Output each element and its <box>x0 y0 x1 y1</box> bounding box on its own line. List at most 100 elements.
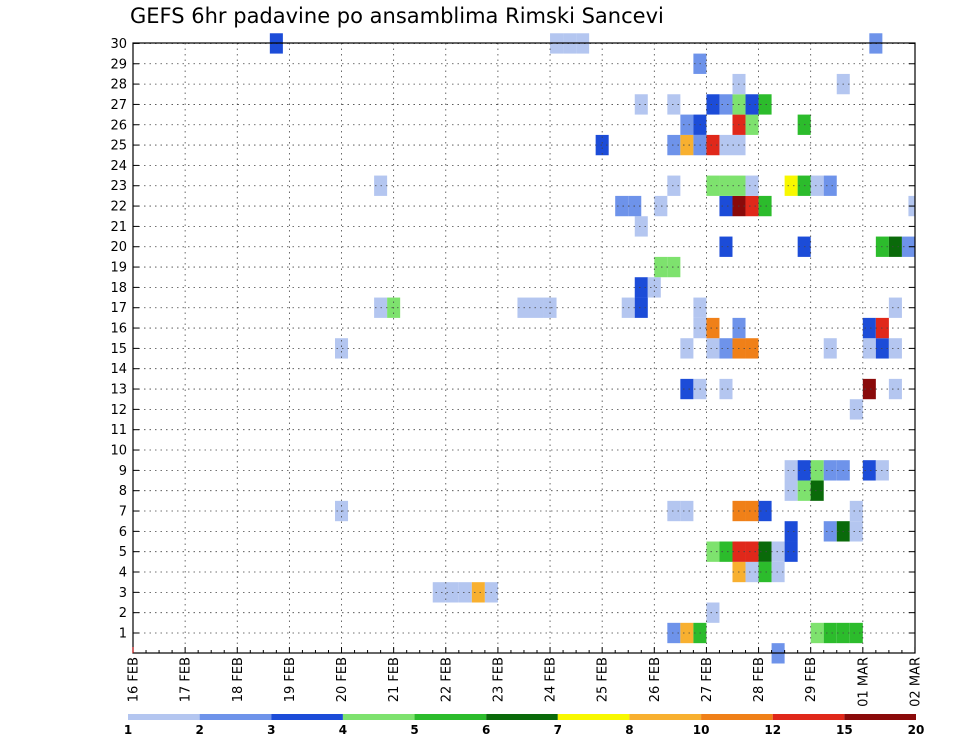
heatmap-cell <box>823 338 837 359</box>
y-tick-label: 12 <box>110 403 127 418</box>
x-tick-label: 21 FEB <box>387 657 402 702</box>
y-tick-label: 21 <box>110 220 127 235</box>
colorbar-segment <box>342 714 415 720</box>
heatmap-cell <box>706 94 720 115</box>
heatmap-cell <box>745 500 759 522</box>
heatmap-cell <box>706 317 720 339</box>
heatmap-cell <box>667 500 681 522</box>
heatmap-cell <box>634 297 648 318</box>
heatmap-cell <box>745 561 759 583</box>
heatmap-cell <box>771 541 785 562</box>
heatmap-cell <box>680 114 694 135</box>
heatmap-cell <box>667 94 681 115</box>
colorbar-segment <box>128 714 200 720</box>
heatmap-cell <box>719 236 733 257</box>
colorbar-segment <box>486 714 558 720</box>
y-tick-label: 24 <box>110 159 127 174</box>
heatmap-cell <box>432 582 446 603</box>
heatmap-cell <box>823 521 837 542</box>
heatmap-cell <box>758 561 772 583</box>
heatmap-cell <box>784 175 798 196</box>
y-tick-label: 27 <box>110 98 127 113</box>
heatmap-cell <box>862 338 876 359</box>
x-tick-label: 19 FEB <box>283 657 298 702</box>
colorbar-label: 1 <box>124 723 132 737</box>
y-tick-label: 8 <box>119 484 127 499</box>
heatmap-cell <box>784 480 798 501</box>
x-tick-label: 01 MAR <box>856 657 871 707</box>
heatmap-cell <box>745 195 759 217</box>
y-tick-label: 13 <box>110 383 127 398</box>
heatmap-cell <box>784 521 798 542</box>
x-tick-label: 28 FEB <box>752 657 767 702</box>
y-tick-label: 5 <box>119 545 127 560</box>
y-tick-label: 20 <box>110 240 127 255</box>
heatmap-cell <box>745 114 759 135</box>
x-tick-label: 17 FEB <box>179 657 194 702</box>
heatmap-cell <box>823 622 837 644</box>
y-tick-label: 1 <box>119 627 127 642</box>
heatmap-cell <box>706 338 720 359</box>
heatmap-cell <box>823 460 837 481</box>
heatmap-cell <box>849 399 863 420</box>
heatmap-cell <box>810 460 824 481</box>
heatmap-cell <box>901 236 915 257</box>
heatmap-cell <box>530 297 544 318</box>
y-tick-label: 14 <box>110 362 127 377</box>
heatmap-cell <box>706 134 720 156</box>
heatmap-cell <box>758 195 772 217</box>
heatmap-cell <box>634 216 648 237</box>
heatmap-cell <box>654 256 668 278</box>
x-tick-label: 18 FEB <box>231 657 246 702</box>
y-tick-label: 18 <box>110 281 127 296</box>
x-tick-label: 25 FEB <box>596 657 611 702</box>
x-tick-label: 20 FEB <box>335 657 350 702</box>
colorbar-label: 12 <box>764 723 781 737</box>
colorbar-label: 20 <box>908 723 925 737</box>
heatmap-cell <box>647 277 661 298</box>
heatmap-cell <box>745 541 759 562</box>
y-tick-label: 2 <box>119 606 127 621</box>
x-tick-label: 22 FEB <box>439 657 454 702</box>
heatmap-cell <box>888 378 902 400</box>
colorbar-segment <box>199 714 272 720</box>
x-tick-label: 24 FEB <box>544 657 559 702</box>
y-tick-label: 30 <box>110 37 127 52</box>
y-tick-label: 3 <box>119 586 127 601</box>
heatmap-cell <box>719 94 733 115</box>
grid-layer <box>133 43 915 653</box>
y-tick-label: 29 <box>110 57 127 72</box>
heatmap-cell <box>862 317 876 339</box>
heatmap-cell <box>680 622 694 644</box>
y-tick-label: 10 <box>110 444 127 459</box>
heatmap-cell <box>810 480 824 501</box>
colorbar-label: 3 <box>267 723 275 737</box>
heatmap-cell <box>849 500 863 522</box>
heatmap-cell <box>758 541 772 562</box>
heatmap-cell <box>335 338 349 359</box>
heatmap-cell <box>745 94 759 115</box>
heatmap-cell <box>706 541 720 562</box>
heatmap-cell <box>615 195 629 217</box>
x-tick-label: 02 MAR <box>908 657 923 707</box>
heatmap-cell <box>849 622 863 644</box>
heatmap-cell <box>784 460 798 481</box>
colorbar: 1 2 3 4 5 6 7 8 10 12 15 20 <box>124 714 925 737</box>
colorbar-label: 15 <box>836 723 853 737</box>
heatmap-cell <box>745 338 759 359</box>
colorbar-label: 8 <box>625 723 633 737</box>
y-tick-label: 17 <box>110 301 127 316</box>
heatmap-cell <box>719 541 733 562</box>
heatmap-cell <box>680 378 694 400</box>
heatmap-cell <box>667 175 681 196</box>
colorbar-label: 4 <box>339 723 347 737</box>
y-tick-label: 23 <box>110 179 127 194</box>
y-tick-label: 22 <box>110 200 127 215</box>
x-tick-label: 27 FEB <box>700 657 715 702</box>
y-tick-label: 28 <box>110 78 127 93</box>
heatmap-cell <box>706 175 720 196</box>
heatmap-cell <box>719 378 733 400</box>
heatmap-cell <box>758 94 772 115</box>
y-tick-label: 6 <box>119 525 127 540</box>
